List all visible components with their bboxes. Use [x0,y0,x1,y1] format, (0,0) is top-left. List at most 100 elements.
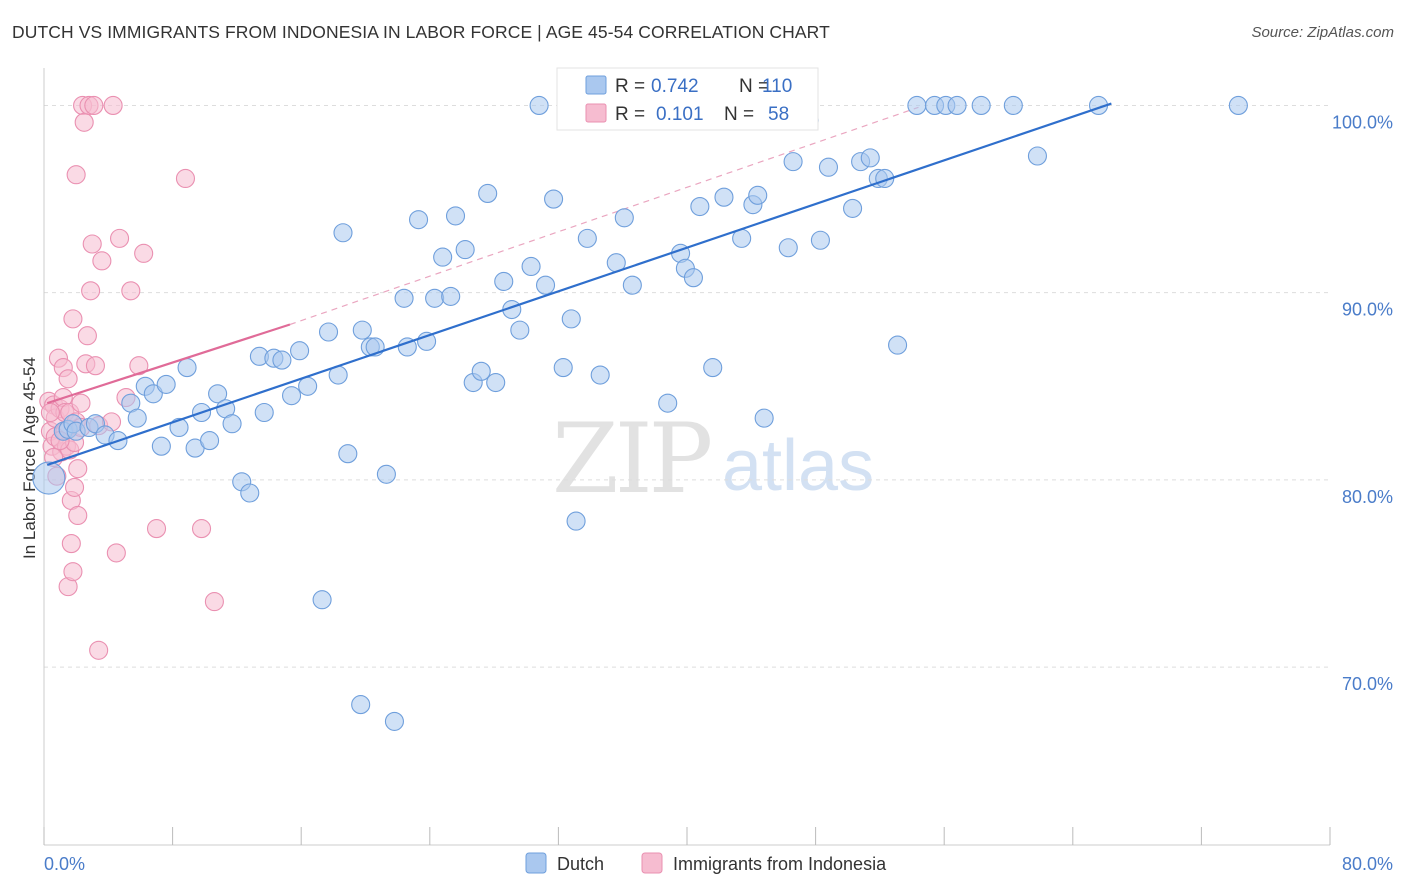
y-tick-labels: 70.0% 80.0% 90.0% 100.0% [1332,112,1393,694]
legend-dutch-swatch [525,852,547,874]
dutch-point [486,372,506,393]
dutch-point [433,247,453,267]
dutch-point [177,358,197,378]
dutch-point [384,711,404,731]
dutch-point [471,361,491,381]
dutch-point [32,461,66,495]
dutch-point [318,322,339,342]
dutch-point [1228,95,1248,115]
dutch-point [445,206,466,226]
watermark: ZIP atlas [552,403,874,515]
dutch-legend-swatch [585,75,607,95]
dutch-point [272,350,292,370]
dutch-point [455,240,475,260]
dutch-point [778,238,798,258]
dutch-point [376,464,396,484]
y-axis-label: In Labor Force | Age 45-54 [20,357,39,559]
dutch-point [478,183,498,203]
dutch-point [529,95,549,115]
indonesia-n-label: N = [724,104,754,125]
indonesia-point [64,477,85,497]
indonesia-point [74,112,94,132]
indonesia-point [63,562,83,582]
indonesia-n-value: 58 [768,104,789,125]
indonesia-point [63,309,83,329]
legend-dutch-label: Dutch [557,854,604,874]
dutch-point [971,95,991,115]
dutch-point [441,286,461,306]
dutch-trend-line [46,102,1112,466]
x-tick-labels: 0.0% 80.0% [44,854,1393,874]
indonesia-point [146,519,167,539]
indonesia-trend-dashed [289,106,919,326]
dutch-point [714,187,734,207]
watermark-zip: ZIP [552,403,711,515]
watermark-atlas: atlas [722,426,874,506]
indonesia-point [92,251,112,271]
dutch-point [553,358,573,378]
indonesia-trend-extension [289,106,919,326]
gridlines [44,104,1330,668]
indonesia-point [58,369,78,389]
dutch-point [748,185,768,205]
dutch-point [577,228,597,248]
dutch-point [1003,95,1023,115]
dutch-point [1027,146,1047,166]
indonesia-point [40,402,60,423]
indonesia-point [71,393,91,413]
dutch-point [351,695,371,715]
dutch-point [566,511,586,531]
indonesia-point [175,168,196,189]
dutch-point [408,210,429,230]
dutch-point [397,337,417,357]
dutch-point [561,309,581,329]
dutch-point [151,436,171,456]
indonesia-point [68,505,88,526]
dutch-point [783,152,803,172]
dutch-point [338,444,358,464]
dutch-point [494,271,514,291]
indonesia-point [204,592,224,612]
dutch-point [614,208,634,228]
dutch-points [32,95,1248,731]
indonesia-point [129,356,149,376]
dutch-point [127,408,147,428]
dutch-n-label: N = [739,76,769,97]
dutch-point [352,320,372,340]
stats-legend: R = 0.742 N = 110 R = 0.101 N = 58 [556,67,819,131]
indonesia-legend-swatch [585,103,607,123]
indonesia-point [121,281,141,301]
y-tick-label: 90.0% [1342,300,1393,320]
x-tick-label-max: 80.0% [1342,854,1393,874]
legend-indonesia-swatch [641,852,663,874]
dutch-point [156,374,176,394]
dutch-point [222,414,242,434]
dutch-point [683,268,703,288]
dutch-point [521,256,541,277]
x-tick-label-min: 0.0% [44,854,85,874]
dutch-point [544,189,564,209]
indonesia-point [191,519,212,539]
source-credit: Source: ZipAtlas.com [1251,24,1394,41]
dutch-point [658,393,678,413]
dutch-point [888,335,908,355]
dutch-n-value: 110 [762,76,792,97]
dutch-point [754,408,774,428]
dutch-point [947,95,967,115]
dutch-point [703,358,723,378]
dutch-point [690,196,710,217]
dutch-point [333,223,353,243]
dutch-point [622,275,642,295]
dutch-r-label: R = [615,76,645,97]
indonesia-point [81,281,101,301]
indonesia-point [106,543,126,563]
indonesia-points [39,95,224,660]
dutch-point [240,483,260,503]
dutch-point [810,230,830,250]
indonesia-point [84,95,104,115]
indonesia-point [82,234,102,254]
trend-lines [46,102,1112,466]
dutch-point [200,431,220,451]
series-legend: Dutch Immigrants from Indonesia [525,852,887,874]
